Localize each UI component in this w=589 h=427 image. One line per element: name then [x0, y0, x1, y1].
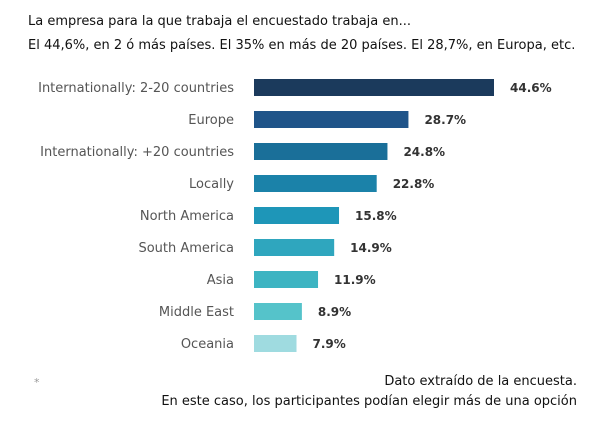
value-label: 8.9%	[318, 305, 351, 319]
category-label: Locally	[189, 177, 234, 192]
category-label: Internationally: +20 countries	[40, 145, 234, 160]
category-label: Internationally: 2-20 countries	[38, 81, 234, 96]
bar	[254, 143, 388, 160]
bar	[254, 79, 494, 96]
bar	[254, 239, 335, 256]
value-label: 22.8%	[393, 177, 435, 191]
category-label: Europe	[188, 113, 234, 128]
value-label: 7.9%	[313, 337, 346, 351]
category-label: Oceania	[181, 337, 234, 352]
category-label: South America	[138, 241, 234, 256]
footnote-line-2: En este caso, los participantes podían e…	[161, 394, 577, 409]
bar	[254, 111, 409, 128]
bar-chart: Internationally: 2-20 countries 44.6% Euro…	[38, 79, 552, 352]
header-line-2: El 44,6%, en 2 ó más países. El 35% en m…	[28, 38, 576, 53]
value-label: 24.8%	[403, 145, 445, 159]
header-line-1: La empresa para la que trabaja el encues…	[28, 14, 412, 29]
value-label: 28.7%	[424, 113, 466, 127]
value-label: 44.6%	[510, 81, 552, 95]
category-label: Asia	[207, 273, 234, 288]
bar	[254, 207, 340, 224]
chart-panel: Internationally: 2-20 countries 44.6% Euro…	[10, 70, 576, 360]
category-label: North America	[140, 209, 234, 224]
bar	[254, 271, 319, 288]
value-label: 15.8%	[355, 209, 397, 223]
bar	[254, 175, 377, 192]
footnote: Dato extraído de la encuesta. En este ca…	[107, 372, 577, 412]
chart-header: La empresa para la que trabaja el encues…	[28, 10, 583, 58]
bar	[254, 335, 297, 352]
value-label: 14.9%	[350, 241, 392, 255]
value-label: 11.9%	[334, 273, 376, 287]
footnote-star: *	[34, 376, 40, 389]
bar	[254, 303, 302, 320]
footnote-line-1: Dato extraído de la encuesta.	[384, 374, 577, 389]
category-label: Middle East	[159, 305, 234, 320]
